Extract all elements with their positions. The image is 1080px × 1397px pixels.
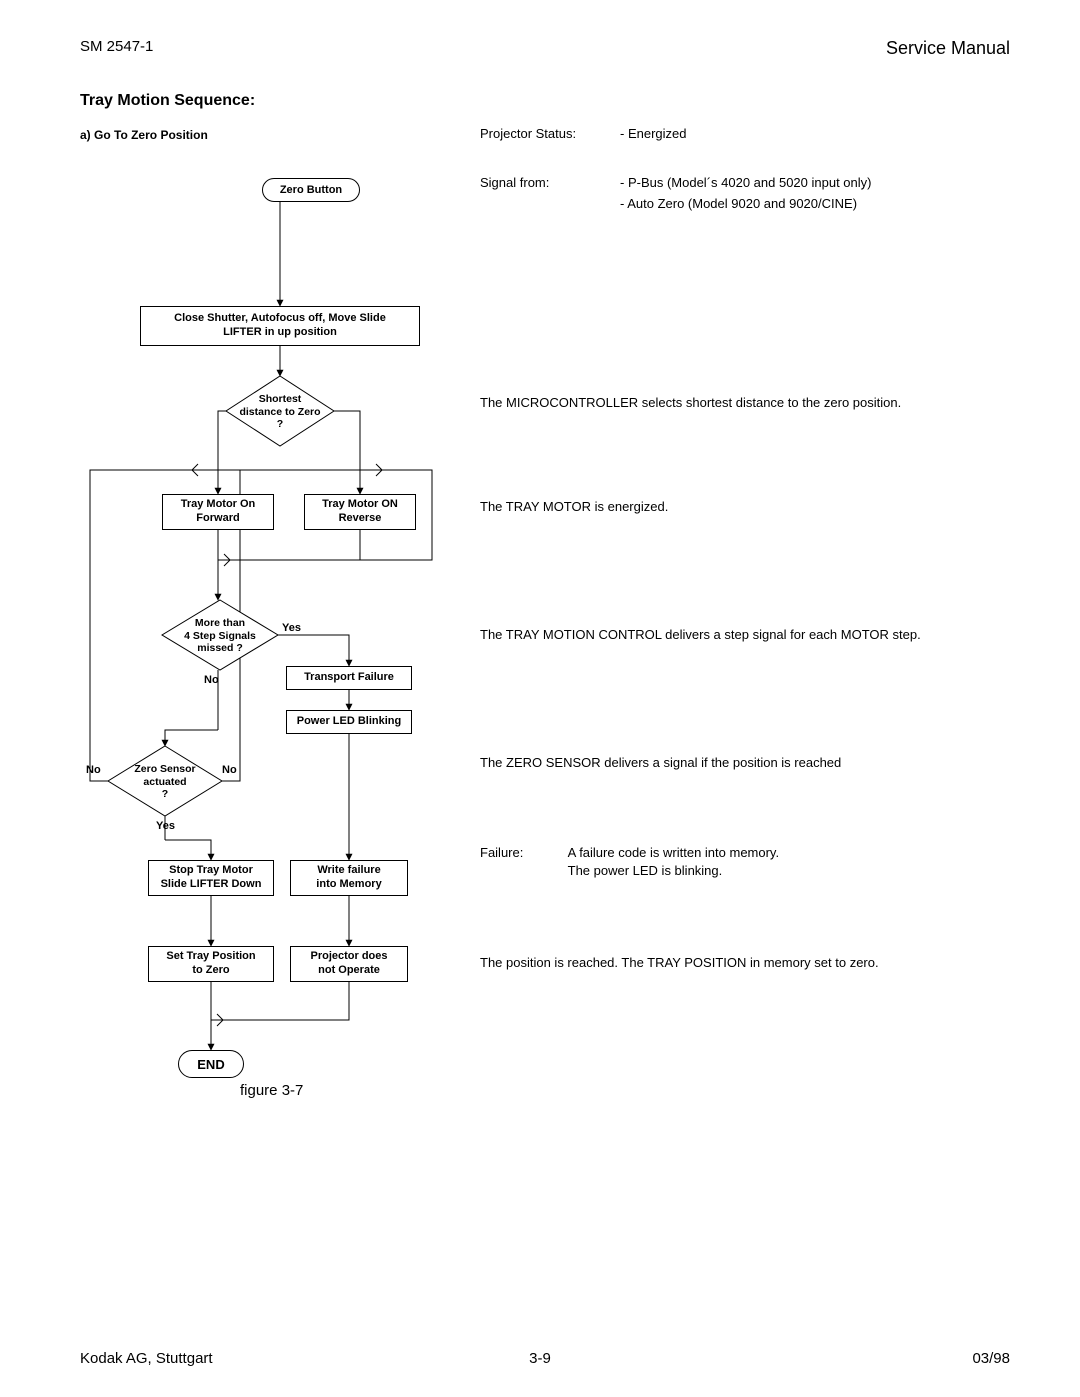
node-led-blinking: Power LED Blinking xyxy=(286,710,412,734)
header-right: Service Manual xyxy=(886,38,1010,59)
node-write-failure: Write failureinto Memory xyxy=(290,860,408,896)
status-value-2b: - Auto Zero (Model 9020 and 9020/CINE) xyxy=(620,196,857,211)
edge-label-miss-yes: Yes xyxy=(282,622,301,634)
annotation-6: The position is reached. The TRAY POSITI… xyxy=(480,954,1000,972)
node-end: END xyxy=(178,1050,244,1078)
annotation-5-text: A failure code is written into memory. T… xyxy=(568,844,988,879)
node-rev: Tray Motor ONReverse xyxy=(304,494,416,530)
section-title: Tray Motion Sequence: xyxy=(80,92,255,110)
annotation-4: The ZERO SENSOR delivers a signal if the… xyxy=(480,754,1000,772)
node-missed-steps-label: More than4 Step Signalsmissed ? xyxy=(162,617,278,655)
annotation-3: The TRAY MOTION CONTROL delivers a step … xyxy=(480,626,1000,644)
node-shortest-distance-label: Shortestdistance to Zero? xyxy=(226,393,334,431)
status-label-1: Projector Status: xyxy=(480,126,620,141)
edge-label-miss-no: No xyxy=(204,674,219,686)
node-close: Close Shutter, Autofocus off, Move Slide… xyxy=(140,306,420,346)
status-block: Projector Status: - Energized Signal fro… xyxy=(480,126,871,217)
annotation-2: The TRAY MOTOR is energized. xyxy=(480,498,1000,516)
status-value-2a: - P-Bus (Model´s 4020 and 5020 input onl… xyxy=(620,175,871,190)
footer-right: 03/98 xyxy=(972,1350,1010,1367)
node-no-operate: Projector doesnot Operate xyxy=(290,946,408,982)
footer-left: Kodak AG, Stuttgart xyxy=(80,1350,213,1367)
subtitle: a) Go To Zero Position xyxy=(80,128,208,142)
status-label-2b xyxy=(480,196,620,211)
status-value-1: - Energized xyxy=(620,126,686,141)
status-label-2: Signal from: xyxy=(480,175,620,190)
annotation-5: Failure: A failure code is written into … xyxy=(480,844,1000,879)
node-set-zero: Set Tray Positionto Zero xyxy=(148,946,274,982)
figure-caption: figure 3-7 xyxy=(240,1082,303,1099)
edge-label-zsens-no-l: No xyxy=(86,764,101,776)
node-zero-sensor xyxy=(108,746,222,816)
node-missed-steps xyxy=(162,600,278,670)
node-zero-sensor-label: Zero Sensoractuated? xyxy=(108,763,222,801)
edge-label-zsens-no-r: No xyxy=(222,764,237,776)
node-start: Zero Button xyxy=(262,178,360,202)
node-stop: Stop Tray MotorSlide LIFTER Down xyxy=(148,860,274,896)
node-fwd: Tray Motor OnForward xyxy=(162,494,274,530)
header-left: SM 2547-1 xyxy=(80,38,153,55)
footer-center: 3-9 xyxy=(529,1350,551,1367)
node-transport-failure: Transport Failure xyxy=(286,666,412,690)
node-shortest-distance xyxy=(226,376,334,446)
annotation-5-label: Failure: xyxy=(480,844,564,862)
annotation-1: The MICROCONTROLLER selects shortest dis… xyxy=(480,394,1000,412)
edge-label-zsens-yes: Yes xyxy=(156,820,175,832)
flowchart: Zero Button Close Shutter, Autofocus off… xyxy=(80,170,440,1110)
